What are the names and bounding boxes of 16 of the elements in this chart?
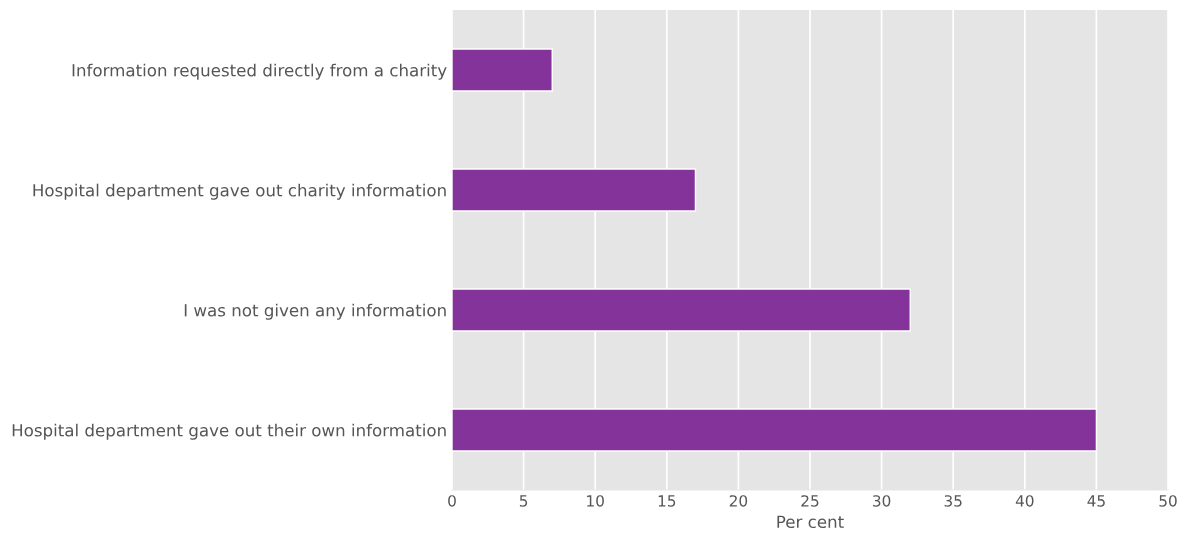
x-axis-title: Per cent <box>777 515 844 529</box>
x-tick-label: 20 <box>729 495 748 507</box>
x-tick-label: 45 <box>1087 495 1105 507</box>
x-tick-label: 0 <box>448 495 456 507</box>
x-tick-label: 50 <box>1159 495 1177 507</box>
x-tick-label: 25 <box>801 495 819 507</box>
y-tick-label: Hospital department gave out their own information <box>12 423 446 440</box>
y-tick-label: I was not given any information <box>184 303 446 320</box>
y-tick-label: Information requested directly from a charity <box>72 63 447 80</box>
x-tick-label: 15 <box>658 495 676 507</box>
x-tick-label: 30 <box>873 495 891 507</box>
x-tick-label: 10 <box>587 495 604 507</box>
y-tick-label: Hospital department gave out charity information <box>33 183 446 200</box>
x-tick-label: 35 <box>944 495 962 507</box>
x-tick-label: 40 <box>1015 495 1034 507</box>
x-tick-label: 5 <box>519 495 528 507</box>
